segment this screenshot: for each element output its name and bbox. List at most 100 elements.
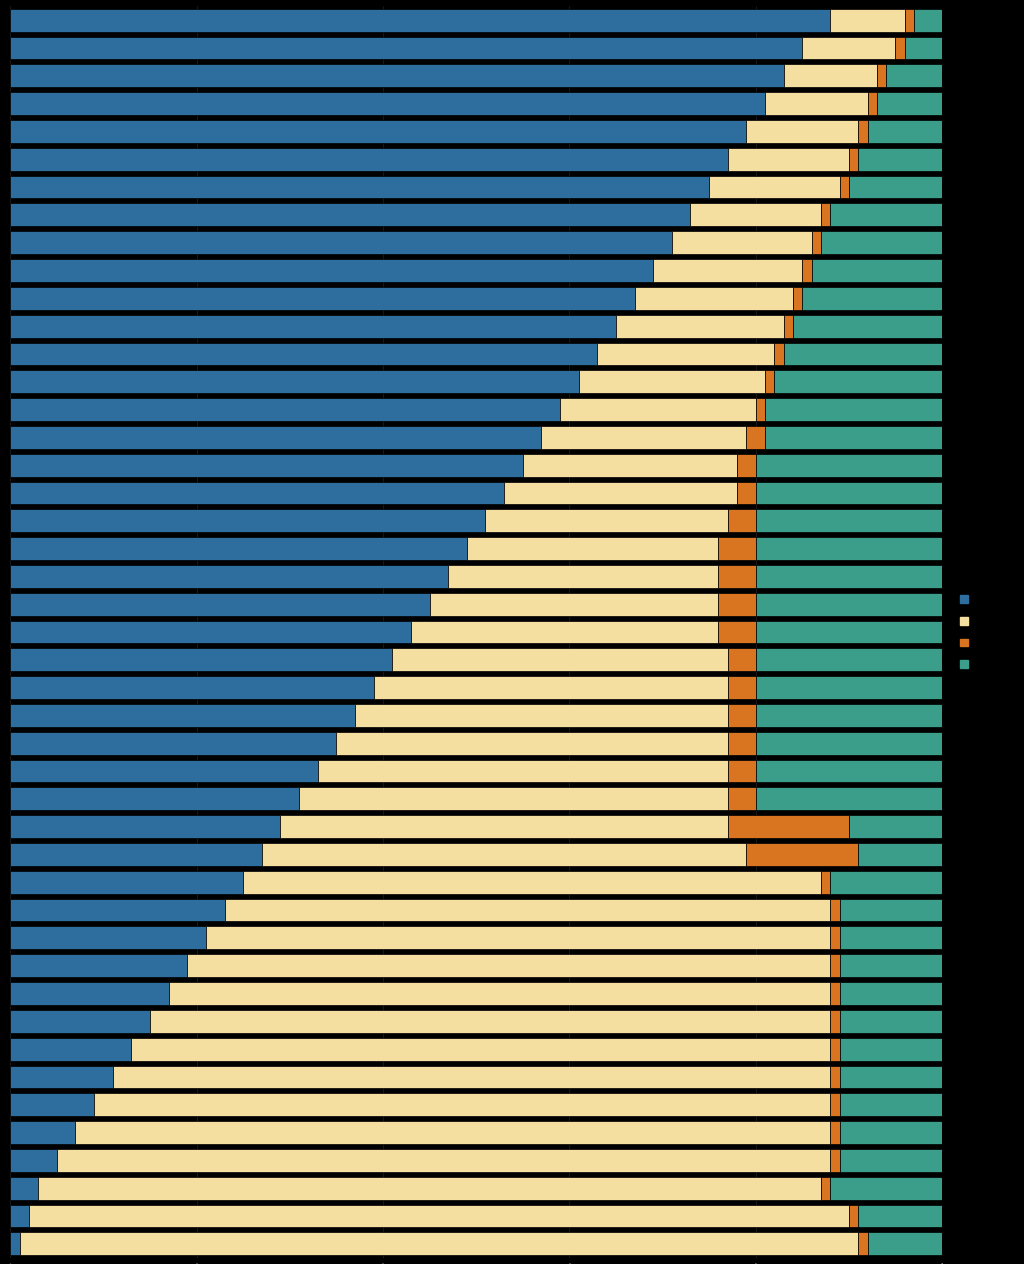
Bar — [653, 259, 803, 282]
Bar — [10, 621, 411, 643]
Bar — [812, 231, 821, 254]
Bar — [830, 954, 840, 977]
Bar — [10, 509, 485, 532]
Legend: , , , : , , , — [956, 590, 975, 674]
Bar — [756, 787, 942, 810]
Bar — [728, 148, 849, 171]
Bar — [10, 593, 430, 616]
Bar — [783, 315, 793, 337]
Bar — [485, 509, 728, 532]
Bar — [858, 148, 942, 171]
Bar — [821, 871, 830, 894]
Bar — [560, 398, 756, 421]
Bar — [10, 454, 523, 477]
Bar — [616, 315, 783, 337]
Bar — [756, 704, 942, 727]
Bar — [262, 843, 746, 866]
Bar — [131, 1038, 830, 1060]
Bar — [719, 621, 756, 643]
Bar — [830, 899, 840, 921]
Bar — [821, 231, 942, 254]
Bar — [10, 871, 244, 894]
Bar — [830, 1066, 840, 1088]
Bar — [10, 231, 672, 254]
Bar — [830, 1121, 840, 1144]
Bar — [467, 537, 719, 560]
Bar — [206, 927, 830, 949]
Bar — [765, 398, 942, 421]
Bar — [244, 871, 821, 894]
Bar — [690, 204, 821, 226]
Bar — [728, 787, 756, 810]
Bar — [299, 787, 728, 810]
Bar — [840, 1149, 942, 1172]
Bar — [281, 815, 728, 838]
Bar — [10, 676, 374, 699]
Bar — [840, 982, 942, 1005]
Bar — [151, 1010, 830, 1033]
Bar — [728, 732, 756, 755]
Bar — [803, 259, 812, 282]
Bar — [774, 370, 942, 393]
Bar — [830, 9, 905, 32]
Bar — [169, 982, 830, 1005]
Bar — [29, 1205, 849, 1227]
Bar — [10, 815, 281, 838]
Bar — [849, 148, 858, 171]
Bar — [94, 1093, 830, 1116]
Bar — [10, 1232, 19, 1255]
Bar — [821, 204, 830, 226]
Bar — [756, 648, 942, 671]
Bar — [840, 899, 942, 921]
Bar — [905, 9, 914, 32]
Bar — [840, 1066, 942, 1088]
Bar — [411, 621, 719, 643]
Bar — [542, 426, 746, 449]
Bar — [10, 954, 187, 977]
Bar — [10, 704, 355, 727]
Bar — [746, 426, 765, 449]
Bar — [635, 287, 793, 310]
Bar — [905, 37, 942, 59]
Bar — [830, 204, 942, 226]
Bar — [840, 1093, 942, 1116]
Bar — [756, 760, 942, 782]
Bar — [719, 565, 756, 588]
Bar — [10, 92, 765, 115]
Bar — [867, 120, 942, 143]
Bar — [858, 843, 942, 866]
Bar — [355, 704, 728, 727]
Bar — [449, 565, 719, 588]
Bar — [783, 64, 877, 87]
Bar — [336, 732, 728, 755]
Bar — [867, 1232, 942, 1255]
Bar — [756, 509, 942, 532]
Bar — [728, 815, 849, 838]
Bar — [830, 1093, 840, 1116]
Bar — [317, 760, 728, 782]
Bar — [840, 954, 942, 977]
Bar — [10, 287, 635, 310]
Bar — [10, 1010, 151, 1033]
Bar — [793, 287, 803, 310]
Bar — [803, 287, 942, 310]
Bar — [10, 204, 690, 226]
Bar — [10, 315, 616, 337]
Bar — [10, 37, 803, 59]
Bar — [830, 1177, 942, 1200]
Bar — [765, 370, 774, 393]
Bar — [765, 92, 867, 115]
Bar — [895, 37, 905, 59]
Bar — [10, 843, 262, 866]
Bar — [10, 982, 169, 1005]
Bar — [10, 899, 224, 921]
Bar — [10, 64, 783, 87]
Bar — [877, 92, 942, 115]
Bar — [392, 648, 728, 671]
Bar — [10, 565, 449, 588]
Bar — [10, 343, 597, 365]
Bar — [821, 1177, 830, 1200]
Bar — [803, 37, 895, 59]
Bar — [10, 148, 728, 171]
Bar — [709, 176, 840, 198]
